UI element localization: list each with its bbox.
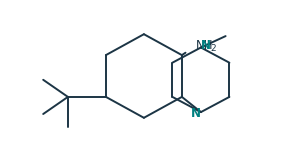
Text: NH: NH: [196, 39, 214, 52]
Text: N: N: [201, 40, 210, 52]
Text: N: N: [191, 107, 201, 120]
Text: 2: 2: [211, 44, 216, 53]
